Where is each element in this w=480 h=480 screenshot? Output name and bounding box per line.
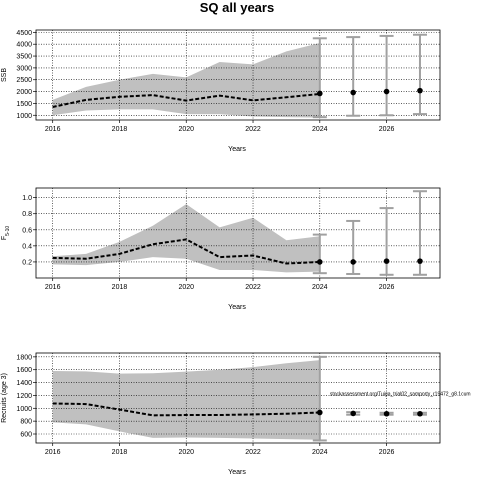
x-tick-label-ssb: 2024	[312, 126, 328, 133]
projection-errorbar-ssb	[346, 36, 361, 117]
y-tick-label-ssb: 2500	[16, 77, 32, 84]
panels: 2016 2018 2020 2022 2024 2026 1000 1500 2000 2500…	[1, 29, 471, 476]
y-tick-label-ssb: 3000	[16, 65, 32, 72]
y-tick-label-f: 0.4	[22, 243, 32, 250]
projection-errorbar-ssb	[379, 34, 394, 117]
projection-errorbar-f	[379, 207, 394, 276]
x-axis-label-rec: Years	[228, 469, 246, 476]
x-tick-label-rec: 2016	[45, 449, 61, 456]
y-axis-label-subscript: 5-10	[5, 226, 11, 236]
projection-point-f	[317, 259, 323, 265]
plot-frame-ssb	[35, 29, 441, 121]
projection-point-rec	[350, 410, 356, 417]
x-tick-label-ssb: 2020	[178, 126, 194, 133]
y-tick-label-rec: 600	[20, 432, 32, 439]
x-axis-label-ssb: Years	[228, 146, 246, 153]
y-axis-label-rec: Recruits (age 3)	[1, 373, 8, 423]
x-axis-label-f: Years	[228, 304, 246, 311]
projection-point-ssb	[417, 87, 423, 94]
projection-point-rec	[383, 410, 390, 417]
y-tick-label-f: 0.2	[22, 259, 32, 266]
x-tick-label-f: 2024	[312, 284, 328, 291]
y-tick-label-f: 1.0	[22, 195, 32, 202]
panel-rec: 2016 2018 2020 2022 2024 2026 600 800 1000 1200 14…	[1, 352, 471, 476]
projection-point-f	[383, 258, 390, 264]
y-tick-label-ssb: 4500	[16, 30, 32, 37]
y-tick-label-ssb: 1000	[16, 113, 32, 120]
x-tick-label-rec: 2026	[379, 449, 395, 456]
y-tick-label-ssb: 1500	[16, 101, 32, 108]
median-line-rec	[52, 402, 320, 417]
y-axis-label-f: F5-10	[1, 226, 11, 241]
x-tick-label-rec: 2020	[178, 449, 194, 456]
y-axis-label-ssb: SSB	[1, 68, 8, 82]
projection-errorbar-f	[312, 233, 327, 275]
x-tick-label-ssb: 2016	[45, 126, 61, 133]
x-tick-label-rec: 2024	[312, 449, 328, 456]
y-tick-label-rec: 1000	[16, 406, 32, 413]
y-tick-label-rec: 1600	[16, 367, 32, 374]
projection-errorbar-f	[346, 219, 361, 275]
x-tick-label-f: 2016	[45, 284, 61, 291]
x-tick-label-f: 2020	[178, 284, 194, 291]
projection-point-rec	[317, 409, 323, 416]
x-tick-label-ssb: 2018	[112, 126, 128, 133]
x-tick-label-f: 2018	[112, 284, 128, 291]
projection-point-rec	[417, 410, 423, 417]
y-tick-label-f: 0.8	[22, 211, 32, 218]
projection-point-ssb	[383, 88, 390, 95]
annotation-rec: stockassessment.org/Tuiga_trial02_sampor…	[330, 391, 471, 397]
confidence-band-rec	[52, 360, 320, 440]
x-tick-label-rec: 2022	[245, 449, 261, 456]
x-tick-label-rec: 2018	[112, 449, 128, 456]
y-tick-label-ssb: 4000	[16, 42, 32, 49]
y-tick-label-rec: 800	[20, 419, 32, 426]
projection-point-ssb	[350, 89, 356, 96]
panel-ssb: 2016 2018 2020 2022 2024 2026 1000 1500 2000 2500…	[1, 29, 441, 153]
y-tick-label-ssb: 3500	[16, 54, 32, 61]
y-tick-label-f: 0.6	[22, 227, 32, 234]
projection-errorbar-ssb	[412, 33, 427, 116]
x-tick-label-f: 2022	[245, 284, 261, 291]
figure-title: SQ all years	[200, 0, 274, 15]
projection-point-f	[350, 259, 356, 265]
median-line-f	[52, 238, 320, 265]
projection-errorbar-ssb	[312, 37, 327, 119]
x-tick-label-ssb: 2026	[379, 126, 395, 133]
panel-f: 2016 2018 2020 2022 2024 2026 0.2 0.4 0.6 0.8 1.0 Y…	[1, 187, 441, 311]
plot-frame-f	[35, 187, 441, 279]
y-tick-label-rec: 1400	[16, 380, 32, 387]
projection-errorbar-rec	[312, 355, 327, 442]
projection-point-ssb	[317, 90, 323, 97]
y-tick-label-rec: 1200	[16, 393, 32, 400]
median-line-ssb	[52, 92, 320, 108]
projection-point-f	[417, 258, 423, 264]
x-tick-label-ssb: 2022	[245, 126, 261, 133]
y-tick-label-ssb: 2000	[16, 89, 32, 96]
x-tick-label-f: 2026	[379, 284, 395, 291]
y-tick-label-rec: 1800	[16, 354, 32, 361]
plot-frame-rec	[35, 352, 441, 444]
